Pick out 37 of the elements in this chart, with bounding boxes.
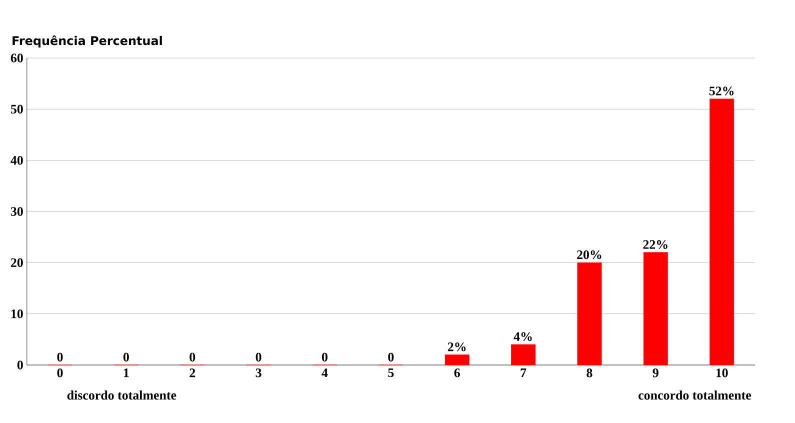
data-label: 0 [123,352,129,362]
x-tick-label: 5 [388,368,394,378]
x-tick-label: 9 [652,368,658,378]
bar [444,354,470,366]
bar [643,252,668,366]
x-tick-label: 7 [520,368,526,377]
data-label: 0 [388,352,394,362]
bar [710,98,734,366]
data-label: 0 [256,352,262,362]
bar [577,262,602,366]
x-tick-label: 10 [716,368,728,378]
y-axis-title: Frequência Percentual [12,35,162,48]
data-label: 52% [709,86,734,96]
y-tick-label: 10 [11,309,23,318]
x-tick-label: 6 [454,368,460,378]
data-label: 0 [57,352,63,362]
data-label: 2% [448,342,466,352]
x-tick-label: 2 [190,368,196,378]
x-tick-label: 1 [124,368,129,378]
text: concordo totalmente [638,390,752,400]
y-tick-label: 30 [10,207,23,216]
data-label: 20% [577,250,602,260]
y-tick-label: 0 [17,360,23,370]
y-tick-label: 60 [10,54,23,62]
bar [511,344,536,366]
x-tick-label: 0 [57,368,63,378]
data-label: 0 [190,352,196,362]
text: discordo totalmente [67,390,176,400]
y-tick-label: 40 [10,156,23,165]
x-tick-label: 4 [322,368,328,378]
y-tick-label: 50 [10,104,23,114]
x-tick-label: 3 [256,368,262,378]
data-label: 0 [322,352,328,362]
y-tick-label: 20 [10,258,23,268]
x-tick-label: 8 [586,368,592,378]
data-label: 4% [514,332,532,342]
data-label: 22% [643,240,668,249]
